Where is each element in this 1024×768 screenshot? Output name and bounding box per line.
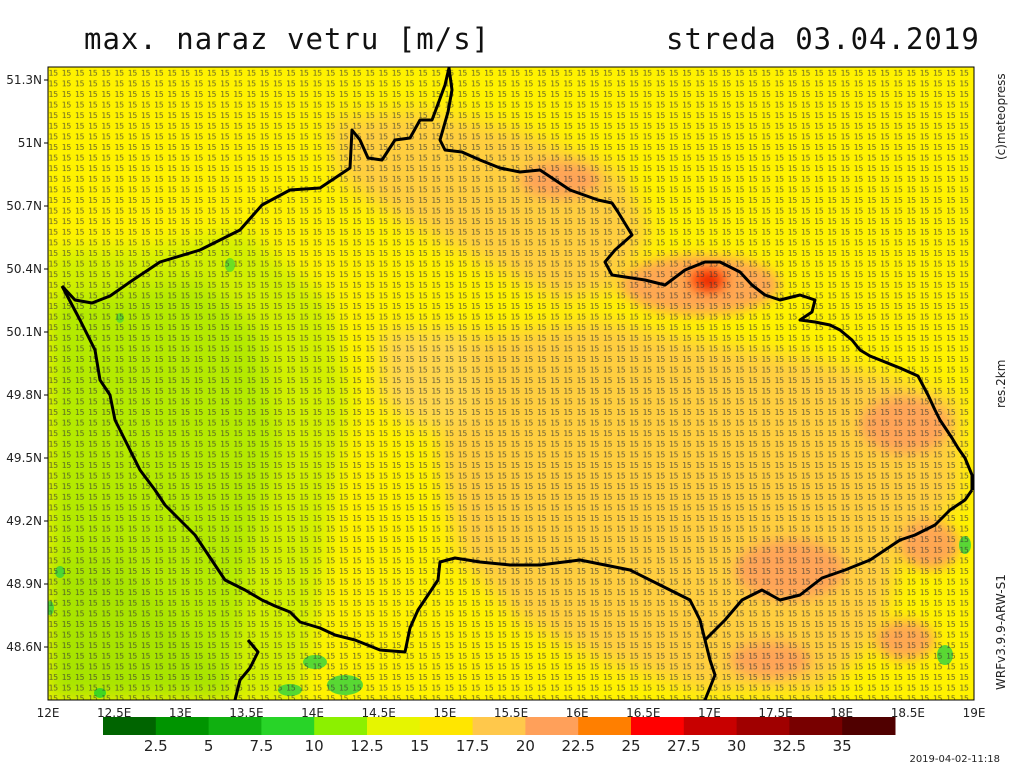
colorbar-labels: 2.5 5 7.5 10 12.5 15 17.5 20 22.5 25 27.5 30 32.5 35 bbox=[144, 737, 852, 755]
lon-label: 17.5E bbox=[758, 706, 792, 720]
colorbar-swatch bbox=[314, 717, 368, 735]
plot-frame bbox=[47, 66, 975, 701]
colorbar-label: 15 bbox=[410, 737, 429, 755]
colorbar-swatch bbox=[419, 717, 474, 735]
lon-label: 15.5E bbox=[494, 706, 528, 720]
lon-label: 12.5E bbox=[97, 706, 131, 720]
colorbar-label: 22.5 bbox=[561, 737, 594, 755]
country-border-west-south bbox=[60, 285, 717, 700]
colorbar-label: 30 bbox=[727, 737, 746, 755]
colorbar-swatch bbox=[736, 717, 790, 735]
colorbar-label: 27.5 bbox=[667, 737, 700, 755]
lon-label: 17E bbox=[698, 706, 721, 720]
lat-label: 50.4N bbox=[6, 262, 42, 276]
lon-label: 16E bbox=[566, 706, 589, 720]
colorbar-swatch bbox=[525, 717, 579, 735]
colorbar-label: 17.5 bbox=[456, 737, 489, 755]
colorbar-label: 10 bbox=[305, 737, 324, 755]
colorbar-swatch bbox=[367, 717, 421, 735]
lat-label: 51.3N bbox=[6, 73, 42, 87]
colorbar-label: 12.5 bbox=[350, 737, 383, 755]
timestamp: 2019-04-02-11:18 bbox=[909, 754, 1000, 765]
lat-label: 51N bbox=[18, 136, 42, 150]
colorbar-swatch bbox=[261, 717, 315, 735]
lon-label: 18E bbox=[830, 706, 853, 720]
map-title: max. naraz vetru [m/s] bbox=[84, 22, 491, 56]
lon-label: 19E bbox=[963, 706, 986, 720]
colorbar-label: 5 bbox=[204, 737, 214, 755]
lon-label: 13E bbox=[169, 706, 192, 720]
lat-label: 49.2N bbox=[6, 514, 42, 528]
resolution-label: res.2km bbox=[994, 359, 1008, 408]
longitude-axis: 12E 12.5E 13E 13.5E 14E 14.5E 15E 15.5E 16E 16.5E… bbox=[37, 706, 986, 720]
lon-label: 16.5E bbox=[626, 706, 660, 720]
lon-label: 15E bbox=[433, 706, 456, 720]
colorbar-swatch bbox=[631, 717, 685, 735]
lat-label: 49.5N bbox=[6, 451, 42, 465]
colorbar-label: 32.5 bbox=[773, 737, 806, 755]
lon-label: 14.5E bbox=[362, 706, 396, 720]
lon-label: 13.5E bbox=[229, 706, 263, 720]
colorbar-label: 35 bbox=[833, 737, 852, 755]
colorbar-swatch bbox=[578, 717, 632, 735]
country-border bbox=[60, 67, 974, 490]
lat-label: 48.9N bbox=[6, 577, 42, 591]
colorbar-label: 20 bbox=[516, 737, 535, 755]
austria-border bbox=[233, 639, 260, 700]
model-label: WRFv3.9.9-ARW-S1 bbox=[994, 574, 1008, 690]
colorbar-label: 7.5 bbox=[249, 737, 273, 755]
lat-label: 50.1N bbox=[6, 325, 42, 339]
lon-label: 12E bbox=[37, 706, 60, 720]
colorbar-swatch bbox=[155, 717, 210, 735]
colorbar-label: 2.5 bbox=[144, 737, 168, 755]
value-grid bbox=[48, 67, 974, 700]
lon-label: 14E bbox=[301, 706, 324, 720]
colorbar-swatch bbox=[842, 717, 896, 735]
lat-label: 48.6N bbox=[6, 640, 42, 654]
lat-label: 49.8N bbox=[6, 388, 42, 402]
lon-label: 18.5E bbox=[891, 706, 925, 720]
colorbar-swatch bbox=[472, 717, 526, 735]
slovakia-border bbox=[703, 489, 974, 642]
colorbar-swatch bbox=[683, 717, 738, 735]
lat-label: 50.7N bbox=[6, 199, 42, 213]
colorbar-swatch bbox=[789, 717, 843, 735]
latitude-axis: 51.3N 51N 50.7N 50.4N 50.1N 49.8N 49.5N 49.2N 48… bbox=[6, 73, 48, 654]
date-label: streda 03.04.2019 bbox=[666, 22, 980, 56]
copyright-label: (c)meteopress bbox=[994, 73, 1008, 160]
colorbar-label: 25 bbox=[621, 737, 640, 755]
colorbar-swatch bbox=[208, 717, 262, 735]
colorbar-swatch bbox=[103, 717, 157, 735]
colorbar bbox=[103, 717, 896, 735]
